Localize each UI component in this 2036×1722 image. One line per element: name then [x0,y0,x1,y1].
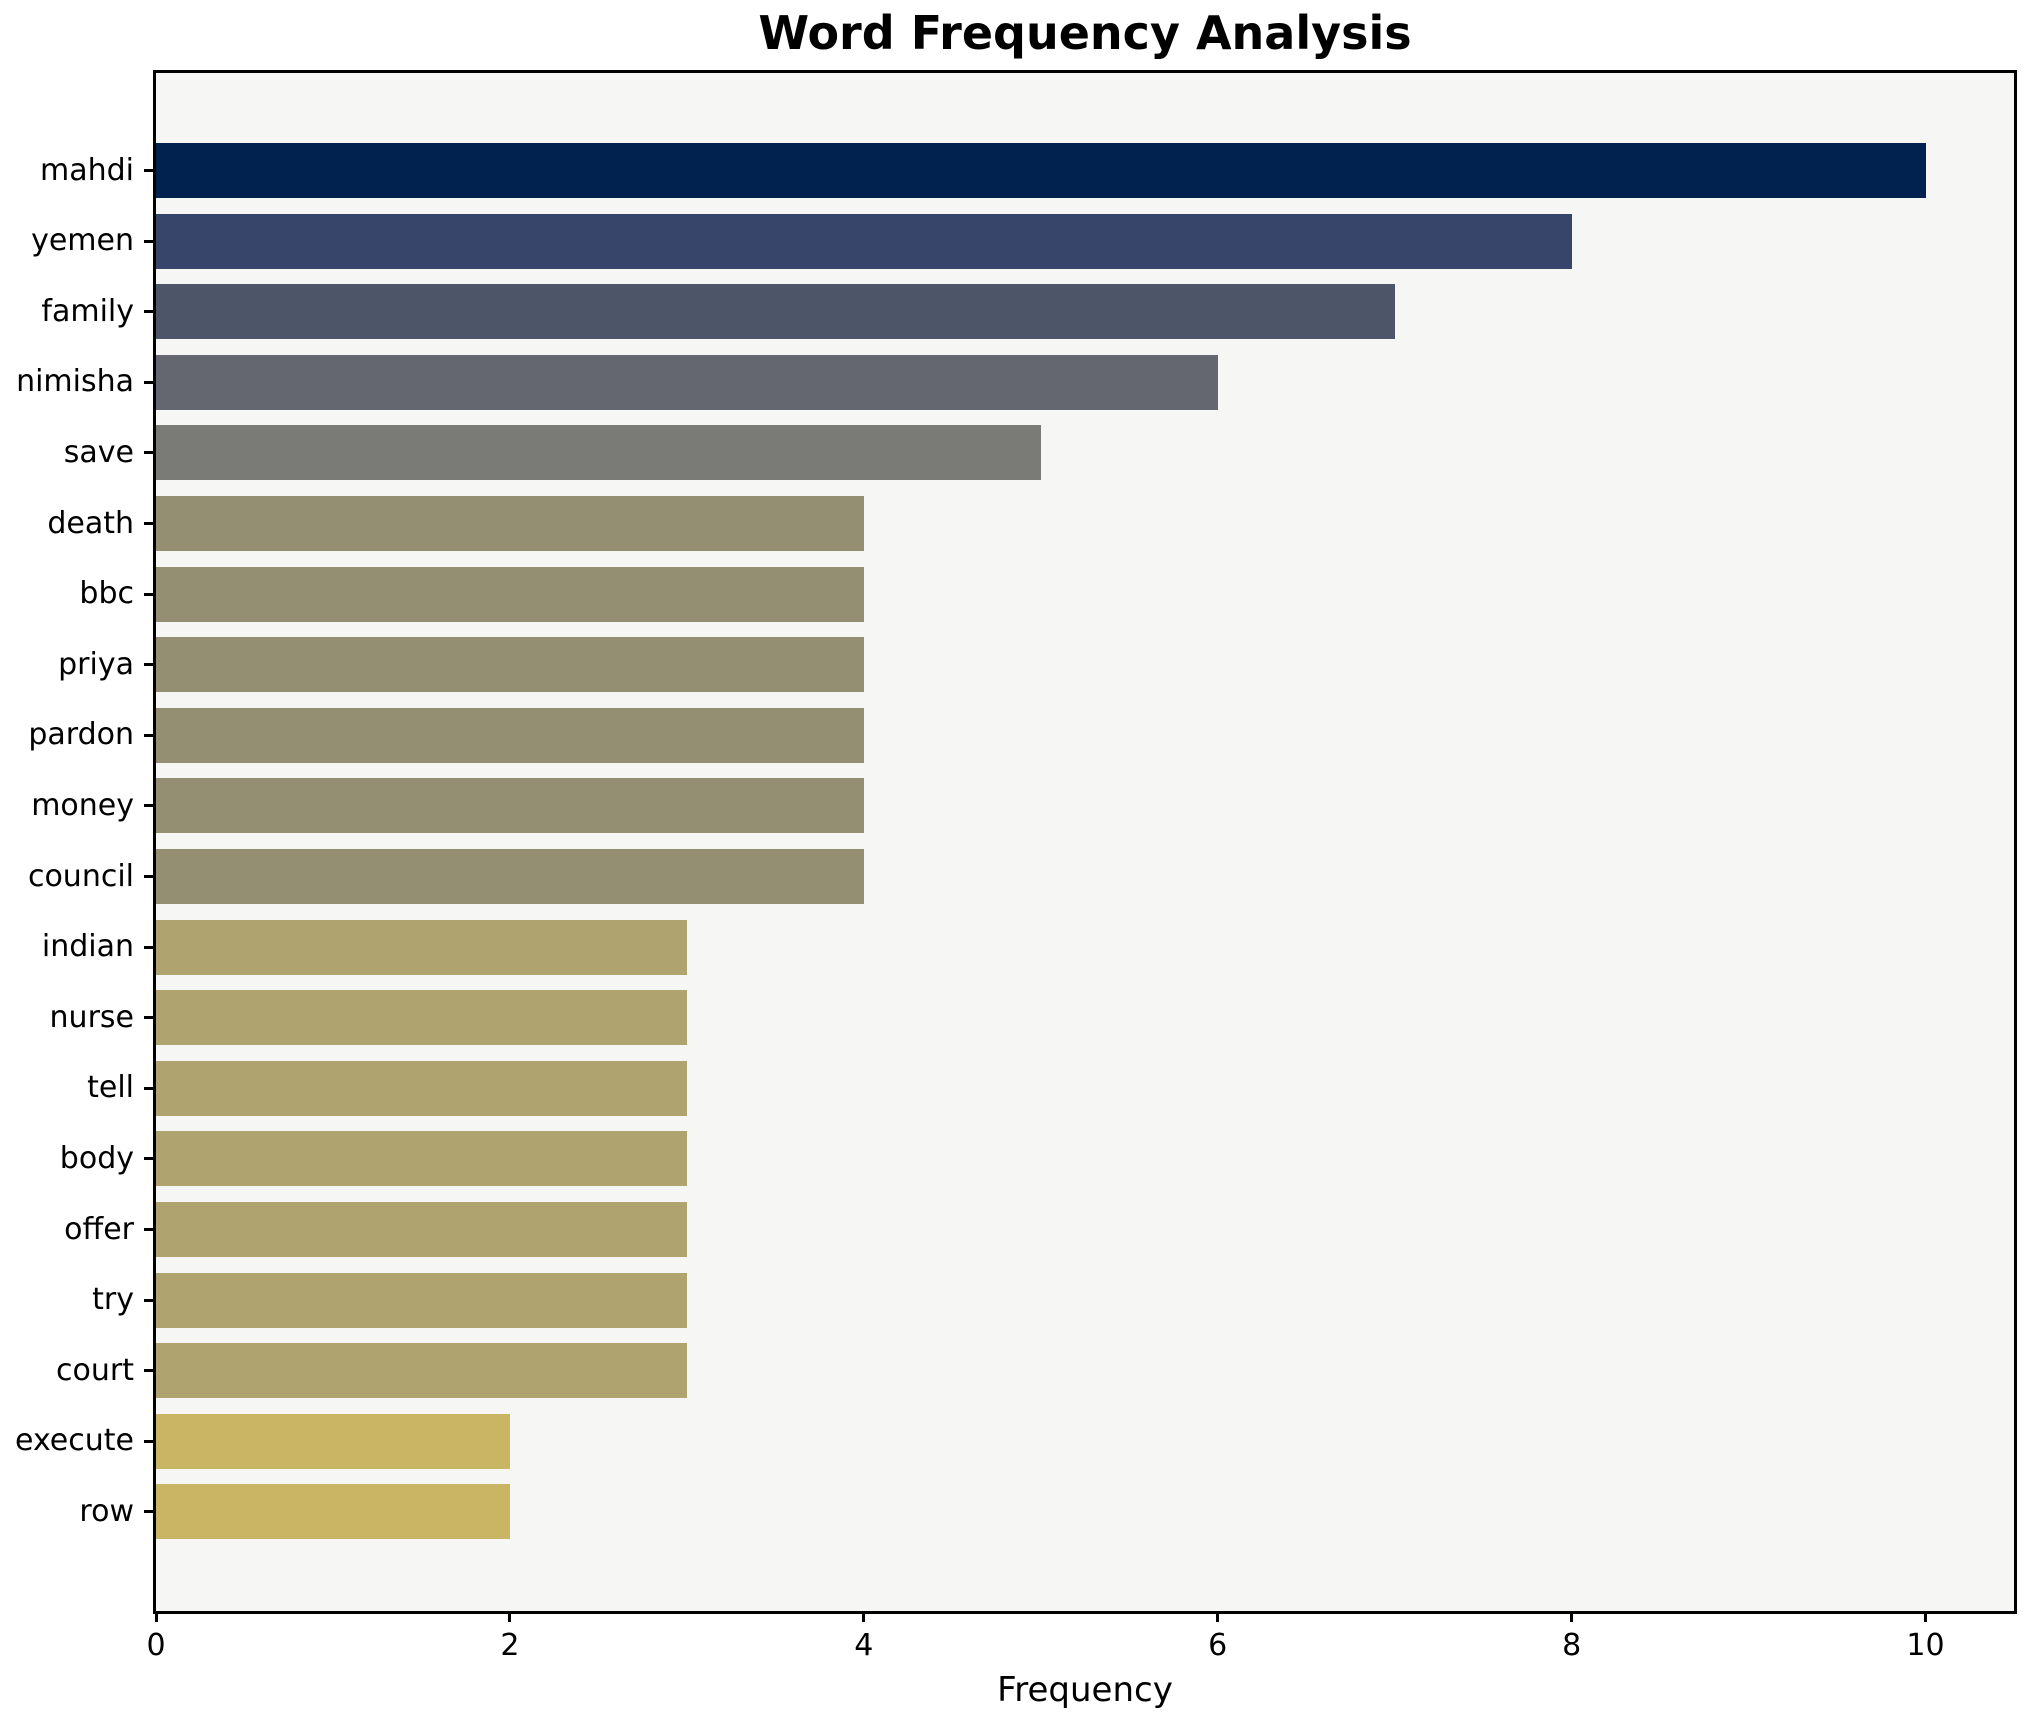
y-tick-label-row: row [79,1493,134,1529]
y-tick-label-priya: priya [58,646,134,682]
bar-tell [156,1060,687,1116]
y-tick-mark [144,1510,156,1514]
y-tick-mark [144,239,156,243]
x-tick-label-4: 4 [854,1628,874,1663]
x-tick-mark [1570,1611,1574,1622]
y-tick-label-nurse: nurse [49,999,134,1035]
y-tick-label-mahdi: mahdi [40,152,134,188]
bar-pardon [156,707,864,763]
bar-body [156,1131,687,1187]
x-tick-mark [862,1611,866,1622]
y-tick-label-pardon: pardon [28,717,134,753]
bar-save [156,425,1041,481]
y-tick-label-nimisha: nimisha [16,364,134,400]
bar-indian [156,919,687,975]
y-tick-label-execute: execute [15,1423,134,1459]
x-tick-label-8: 8 [1562,1628,1582,1663]
y-tick-mark [144,1369,156,1373]
x-tick-mark [1924,1611,1928,1622]
y-tick-mark [144,1086,156,1090]
bar-money [156,778,864,834]
bar-nimisha [156,354,1218,410]
bar-death [156,496,864,551]
x-tick-mark [1216,1611,1220,1622]
y-tick-mark [144,1439,156,1443]
bar-family [156,284,1395,340]
y-tick-mark [144,1016,156,1020]
y-tick-mark [144,522,156,525]
y-tick-mark [144,804,156,808]
x-axis-label: Frequency [997,1670,1173,1710]
y-tick-mark [144,169,156,172]
bar-council [156,849,864,904]
y-tick-label-money: money [31,787,134,823]
y-tick-mark [144,451,156,455]
y-tick-mark [144,1157,156,1161]
y-tick-label-save: save [63,434,134,470]
bar-nurse [156,990,687,1046]
y-tick-mark [144,1298,156,1302]
bar-bbc [156,566,864,622]
x-tick-label-0: 0 [146,1628,166,1663]
bar-offer [156,1202,687,1257]
plot-area [156,73,2014,1611]
bar-try [156,1272,687,1328]
y-tick-mark [144,733,156,737]
y-tick-label-offer: offer [64,1211,134,1247]
y-tick-label-family: family [41,293,134,329]
y-tick-label-death: death [47,505,134,541]
y-tick-label-try: try [92,1282,134,1318]
y-tick-mark [144,875,156,878]
y-tick-label-body: body [59,1140,134,1176]
y-tick-label-yemen: yemen [31,223,134,259]
x-tick-label-6: 6 [1208,1628,1228,1663]
y-tick-label-tell: tell [87,1070,134,1106]
y-tick-mark [144,945,156,949]
y-tick-label-court: court [56,1352,134,1388]
y-tick-mark [144,1228,156,1231]
y-tick-mark [144,380,156,384]
x-tick-mark [154,1611,158,1622]
x-tick-label-10: 10 [1906,1628,1945,1663]
y-tick-label-indian: indian [41,929,134,965]
y-tick-mark [144,663,156,667]
x-tick-mark [508,1611,512,1622]
bar-mahdi [156,143,1926,198]
bar-execute [156,1413,510,1469]
y-tick-mark [144,310,156,314]
bar-priya [156,637,864,693]
bar-court [156,1343,687,1399]
chart-title: Word Frequency Analysis [758,6,1412,60]
bar-yemen [156,213,1572,269]
bar-row [156,1484,510,1540]
x-tick-label-2: 2 [500,1628,520,1663]
y-tick-mark [144,592,156,596]
y-tick-label-council: council [27,858,134,894]
y-tick-label-bbc: bbc [79,576,134,612]
